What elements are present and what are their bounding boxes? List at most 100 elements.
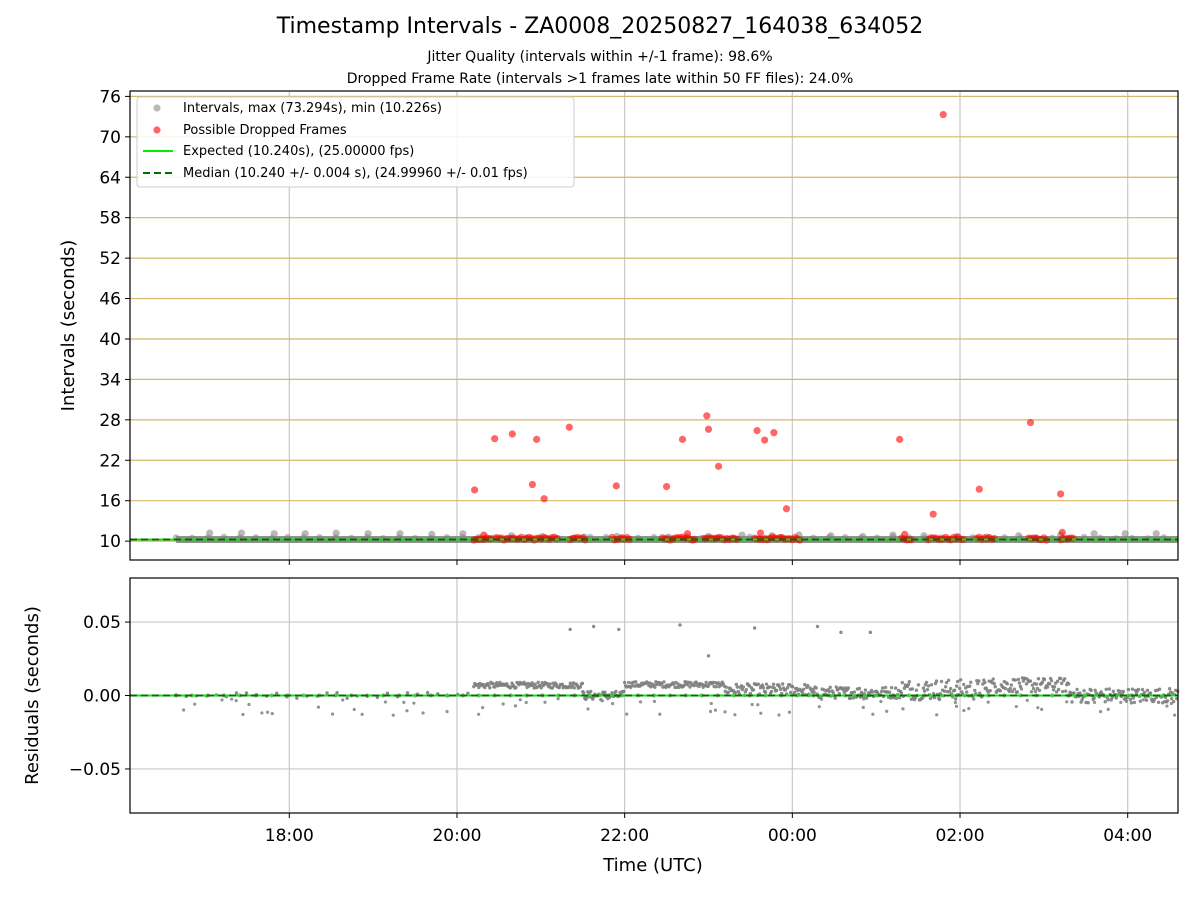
residual-point [992, 681, 996, 686]
residual-point [922, 689, 927, 693]
residual-point [592, 695, 596, 699]
residual-point [492, 685, 496, 689]
residual-point [1062, 677, 1067, 681]
dropped-point [1058, 528, 1066, 536]
residuals-y-label: Residuals (seconds) [22, 606, 43, 785]
residual-point [534, 685, 538, 690]
residual-point [651, 693, 657, 698]
residual-point [723, 689, 727, 694]
residual-point [1050, 693, 1055, 698]
residual-point [707, 682, 711, 686]
residual-point [807, 692, 811, 696]
residual-outlier [591, 624, 596, 629]
dropped-point [576, 534, 584, 542]
residual-point [880, 686, 885, 690]
residual-point [726, 690, 730, 694]
dropped-point [929, 534, 937, 542]
residual-point [813, 685, 817, 689]
residual-point [580, 681, 585, 686]
residual-point [932, 695, 937, 700]
residual-point [1003, 686, 1007, 691]
residual-point [972, 697, 976, 701]
residual-point [715, 693, 720, 698]
residual-point [184, 694, 188, 699]
dropped-point [778, 534, 786, 542]
residual-point [681, 684, 685, 689]
residual-point [1056, 687, 1061, 692]
residual-point [1172, 693, 1177, 697]
residual-point [1106, 698, 1110, 702]
dropped-point [756, 529, 765, 537]
residual-point [1034, 682, 1039, 686]
residual-point [365, 693, 370, 698]
residual-point [967, 707, 971, 711]
x-tick-label: 22:00 [600, 826, 649, 846]
dropped-point [683, 533, 692, 542]
residual-point [1133, 688, 1138, 693]
residual-point [1096, 693, 1100, 697]
residual-point [914, 688, 919, 692]
residual-point [612, 694, 616, 699]
interval-point [587, 533, 594, 541]
dropped-point [929, 510, 937, 518]
residual-point [750, 688, 755, 692]
residual-point [966, 684, 970, 689]
residual-point [1130, 687, 1135, 691]
residual-point [415, 692, 420, 696]
dropped-point [527, 534, 536, 542]
residual-point [1175, 689, 1180, 693]
dropped-point [581, 536, 589, 544]
residual-point [512, 684, 516, 688]
residual-point [572, 686, 577, 690]
residual-point [852, 690, 857, 694]
residual-point [1170, 691, 1175, 695]
residual-point [1128, 697, 1133, 702]
residual-point [802, 687, 806, 691]
dropped-point [791, 533, 799, 542]
residual-point [940, 688, 945, 692]
residual-point [1153, 688, 1158, 693]
interval-point [332, 529, 340, 537]
residual-point [1144, 698, 1149, 702]
residual-point [535, 685, 539, 689]
residual-point [696, 682, 700, 686]
residual-point [557, 685, 561, 690]
residual-point [1085, 692, 1089, 696]
residual-point [555, 684, 559, 689]
residual-point [275, 691, 279, 695]
residual-point [1006, 688, 1011, 692]
residual-point [842, 693, 848, 698]
residual-point [1065, 693, 1071, 698]
residual-point [214, 693, 219, 697]
residual-point [1022, 676, 1027, 681]
interval-point [698, 534, 705, 542]
residual-point [943, 685, 948, 689]
dropped-point [954, 533, 962, 541]
residual-point [710, 682, 714, 686]
dropped-point [781, 535, 789, 543]
residual-point [953, 697, 958, 701]
residual-point [254, 693, 259, 697]
residual-point [670, 682, 674, 686]
interval-point [1001, 534, 1008, 541]
residual-point [619, 693, 625, 698]
dropped-point [782, 505, 791, 513]
interval-point [826, 533, 833, 541]
residual-point [494, 682, 498, 686]
residual-point [758, 686, 763, 690]
residual-point [1026, 679, 1031, 684]
residual-point [496, 684, 500, 688]
residual-point [1169, 696, 1174, 701]
residual-point [525, 685, 529, 690]
residual-point [881, 694, 886, 699]
residual-point [954, 704, 959, 708]
residual-point [930, 694, 935, 699]
x-tick-label: 02:00 [936, 826, 985, 846]
residual-point [750, 702, 754, 707]
dropped-point [553, 535, 561, 543]
residual-point [839, 686, 843, 691]
residual-point [952, 688, 957, 692]
residual-point [613, 690, 617, 695]
x-tick-label: 04:00 [1103, 826, 1152, 846]
residual-point [1060, 689, 1065, 694]
